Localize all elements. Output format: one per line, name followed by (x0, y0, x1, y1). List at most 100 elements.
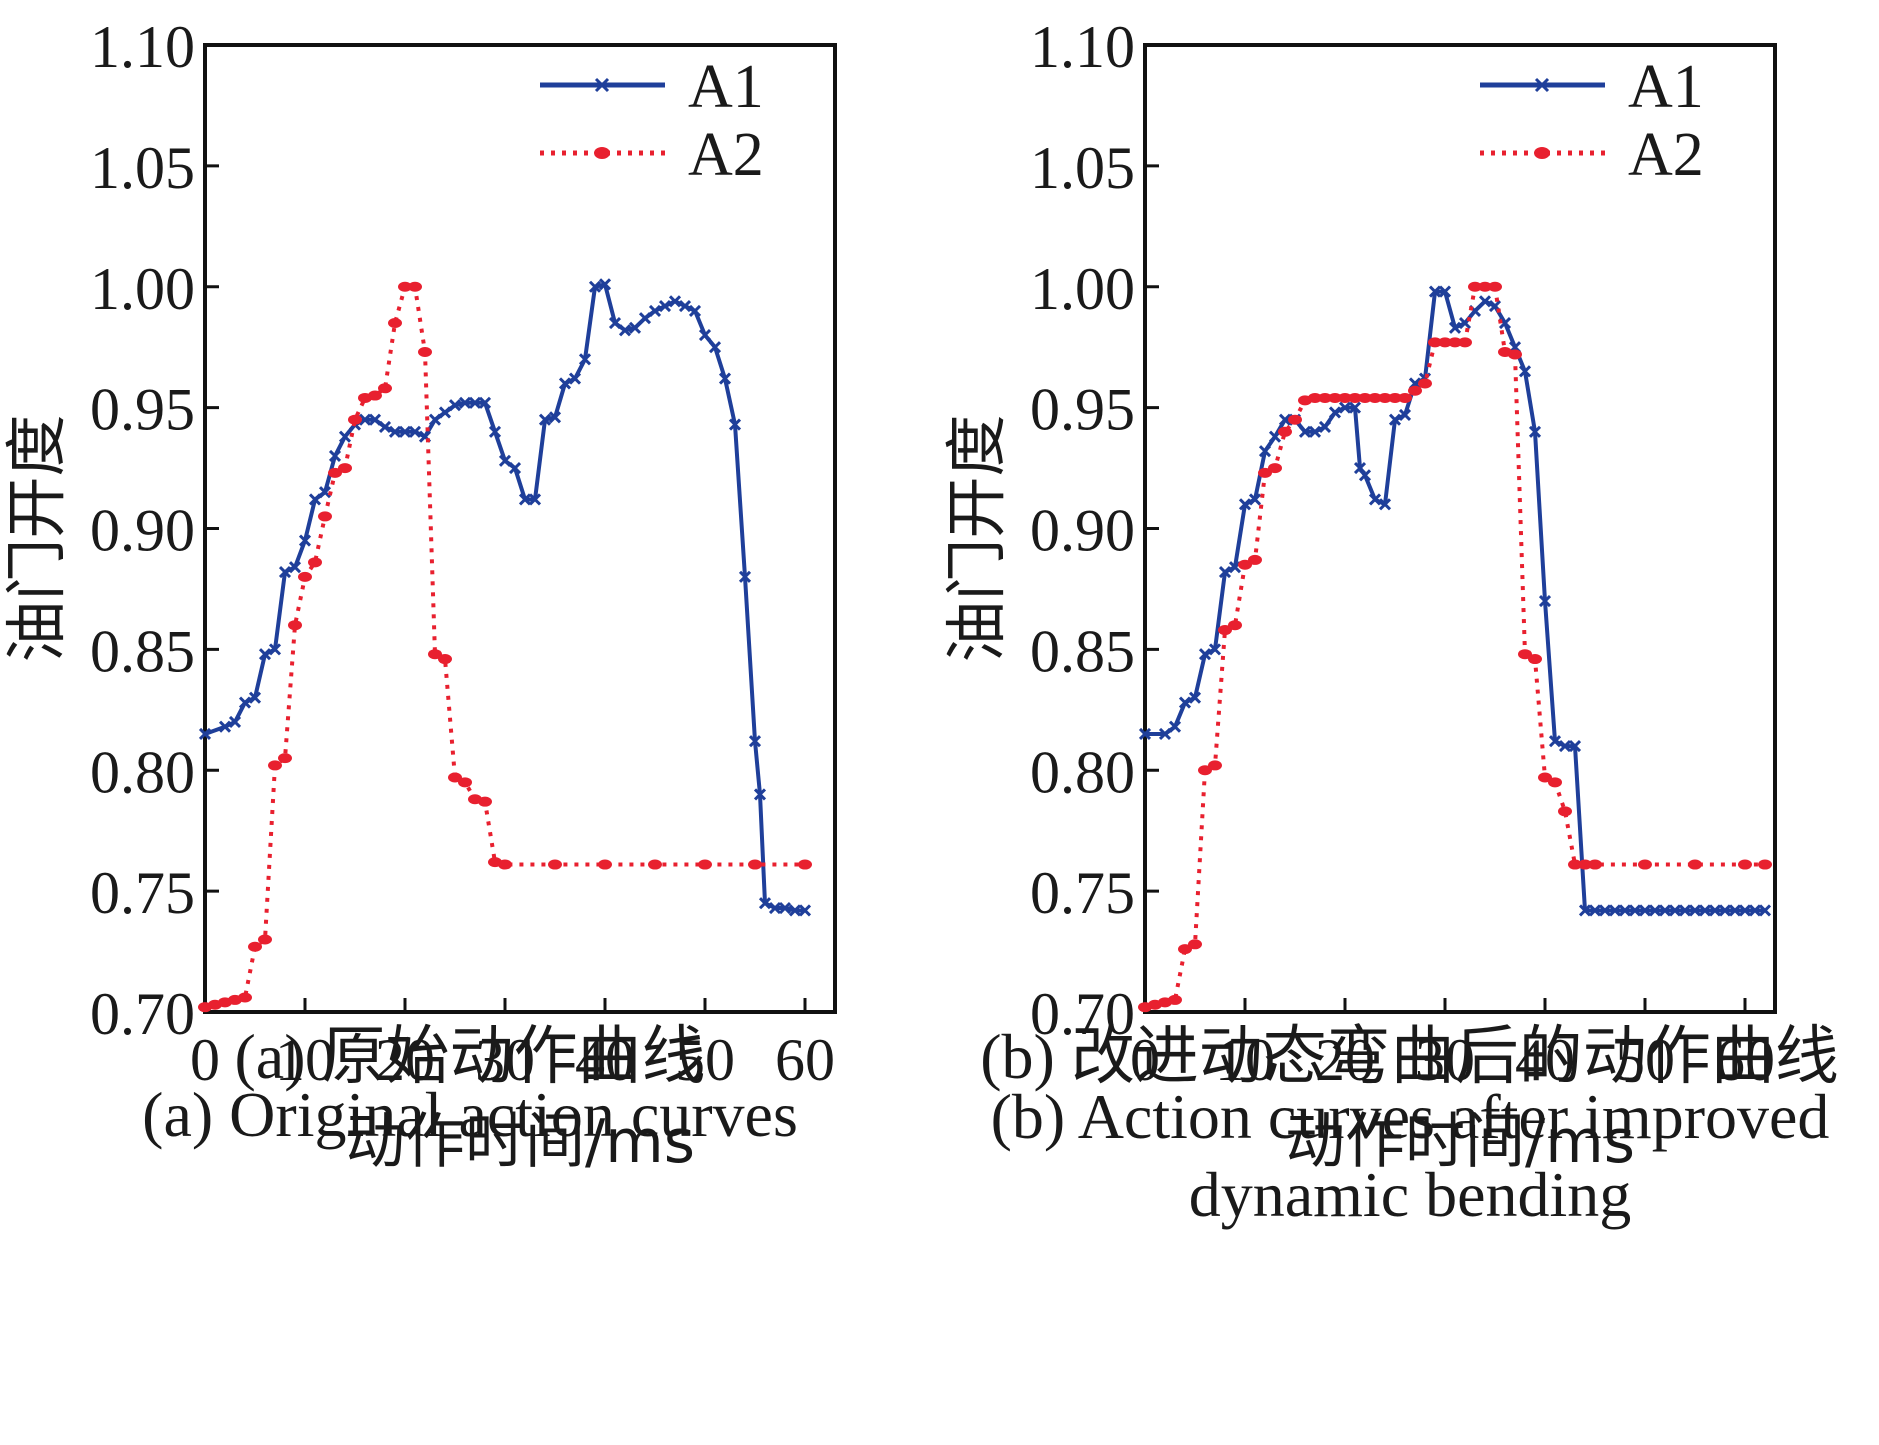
data-point (428, 413, 442, 426)
data-point (1618, 904, 1632, 917)
data-point (1688, 859, 1702, 870)
data-point (1728, 904, 1742, 917)
data-point (1488, 281, 1502, 292)
x-tick-label: 40 (575, 1027, 635, 1093)
data-point (1468, 281, 1482, 292)
y-tick-label: 0.85 (90, 618, 195, 684)
data-point (758, 897, 772, 910)
data-point (1638, 904, 1652, 917)
legend-entry-a2: A2 (1480, 121, 1704, 189)
data-point (728, 418, 742, 431)
data-point (508, 462, 522, 475)
data-point (1208, 760, 1222, 771)
data-point (648, 304, 662, 317)
y-tick-label: 1.05 (90, 135, 195, 201)
data-point (288, 620, 302, 631)
data-point (1298, 425, 1312, 438)
data-point (658, 300, 672, 313)
data-point (1358, 392, 1372, 403)
data-point (258, 648, 272, 661)
data-point (548, 411, 562, 424)
data-point (498, 454, 512, 467)
data-point (1378, 392, 1392, 403)
legend-label: A1 (1628, 53, 1704, 121)
data-point (1568, 859, 1582, 870)
data-point (688, 304, 702, 317)
data-point (1438, 285, 1452, 298)
data-point (1188, 939, 1202, 950)
data-point (1478, 281, 1492, 292)
x-tick-label: 40 (1515, 1027, 1575, 1093)
legend-entry-a1: A1 (540, 53, 764, 121)
y-tick-label: 1.00 (90, 256, 195, 322)
data-point (1368, 493, 1382, 506)
data-point (738, 570, 752, 583)
data-point (258, 934, 272, 945)
data-point (1688, 904, 1702, 917)
x-tick-label: 30 (475, 1027, 535, 1093)
x-axis-label: 动作时间/ms (345, 1107, 695, 1177)
data-point (278, 565, 292, 579)
x-tick-label: 10 (1215, 1027, 1275, 1093)
data-point (748, 859, 762, 870)
data-point (753, 788, 767, 801)
data-point (468, 396, 482, 409)
data-point (1228, 620, 1242, 631)
data-point (1548, 735, 1562, 748)
data-point (1638, 859, 1652, 870)
data-point (1708, 904, 1722, 917)
data-point (328, 467, 342, 478)
y-tick-label: 1.10 (1030, 14, 1135, 80)
data-point (248, 941, 262, 952)
x-tick-label: 50 (1615, 1027, 1675, 1093)
data-point (438, 406, 452, 419)
data-point (1238, 559, 1252, 570)
data-point (1578, 904, 1592, 917)
data-point (1168, 994, 1182, 1005)
data-point (1308, 425, 1322, 438)
data-point (1368, 392, 1382, 403)
data-point (228, 715, 242, 728)
x-tick-label: 0 (1130, 1027, 1160, 1093)
data-point (1558, 740, 1572, 753)
data-point (588, 280, 602, 293)
x-tick-label: 10 (275, 1027, 335, 1093)
data-point (598, 278, 612, 291)
data-point (388, 425, 402, 438)
data-point (1758, 859, 1772, 870)
data-point (1478, 295, 1492, 308)
data-point (528, 493, 542, 506)
y-tick-label: 1.00 (1030, 256, 1135, 322)
data-point (298, 534, 312, 547)
data-point (1308, 392, 1322, 403)
x-tick-label: 20 (1315, 1027, 1375, 1093)
data-point (1578, 859, 1592, 870)
data-point (1388, 413, 1402, 426)
data-point (408, 281, 422, 292)
data-point (1348, 392, 1362, 403)
data-point (1328, 406, 1342, 419)
data-point (1288, 414, 1302, 425)
data-point (1738, 859, 1752, 870)
data-point (1258, 445, 1272, 458)
series-a1 (1138, 285, 1772, 917)
y-tick-label: 0.70 (1030, 981, 1135, 1047)
data-point (1353, 462, 1367, 475)
data-point (1718, 904, 1732, 917)
data-point (1458, 337, 1472, 348)
data-point (618, 324, 632, 337)
data-point (378, 383, 392, 394)
data-point (1178, 696, 1192, 709)
data-point (1188, 691, 1202, 704)
data-point (1318, 420, 1332, 434)
data-point (1678, 904, 1692, 917)
data-point (1318, 392, 1332, 403)
data-point (338, 463, 352, 474)
data-point (1168, 720, 1182, 733)
data-point (1668, 904, 1682, 917)
data-point (1398, 408, 1412, 421)
caption-a-zh: (a) 原始动作曲线 (234, 1021, 706, 1092)
data-point (778, 901, 792, 915)
data-point (368, 413, 382, 426)
data-point (1428, 285, 1442, 298)
